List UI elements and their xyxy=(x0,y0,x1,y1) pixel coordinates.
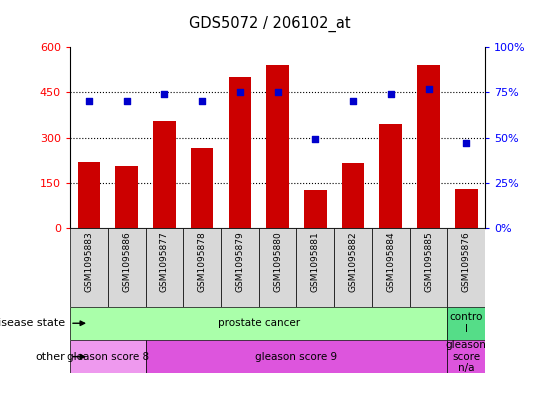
Bar xyxy=(342,163,364,228)
Bar xyxy=(70,340,146,373)
Text: gleason score 8: gleason score 8 xyxy=(67,352,149,362)
Point xyxy=(85,98,93,105)
Bar xyxy=(153,121,176,228)
Point xyxy=(386,91,395,97)
Text: gleason
score
n/a: gleason score n/a xyxy=(446,340,487,373)
Bar xyxy=(447,307,485,340)
Text: GSM1095885: GSM1095885 xyxy=(424,231,433,292)
Bar xyxy=(221,228,259,307)
Text: GDS5072 / 206102_at: GDS5072 / 206102_at xyxy=(189,16,350,32)
Bar xyxy=(259,228,296,307)
Bar xyxy=(334,228,372,307)
Bar xyxy=(146,340,447,373)
Bar xyxy=(447,228,485,307)
Point xyxy=(349,98,357,105)
Point xyxy=(198,98,206,105)
Text: GSM1095882: GSM1095882 xyxy=(349,231,357,292)
Bar xyxy=(146,228,183,307)
Bar xyxy=(266,65,289,228)
Text: GSM1095880: GSM1095880 xyxy=(273,231,282,292)
Point xyxy=(236,89,244,95)
Text: other: other xyxy=(35,352,65,362)
Bar xyxy=(78,162,100,228)
Bar xyxy=(447,340,485,373)
Bar xyxy=(183,228,221,307)
Text: GSM1095879: GSM1095879 xyxy=(236,231,244,292)
Point xyxy=(160,91,169,97)
Bar xyxy=(70,228,108,307)
Point xyxy=(122,98,131,105)
Bar xyxy=(191,148,213,228)
Text: disease state: disease state xyxy=(0,318,65,328)
Text: prostate cancer: prostate cancer xyxy=(218,318,300,328)
Text: GSM1095883: GSM1095883 xyxy=(85,231,93,292)
Bar xyxy=(417,65,440,228)
Text: contro
l: contro l xyxy=(450,312,483,334)
Bar xyxy=(372,228,410,307)
Text: GSM1095886: GSM1095886 xyxy=(122,231,131,292)
Bar xyxy=(296,228,334,307)
Bar xyxy=(379,124,402,228)
Point xyxy=(424,86,433,92)
Point xyxy=(462,140,471,146)
Text: GSM1095876: GSM1095876 xyxy=(462,231,471,292)
Bar xyxy=(455,189,478,228)
Bar xyxy=(115,166,138,228)
Text: GSM1095884: GSM1095884 xyxy=(386,231,395,292)
Text: GSM1095881: GSM1095881 xyxy=(311,231,320,292)
Point xyxy=(311,136,320,143)
Bar xyxy=(410,228,447,307)
Bar xyxy=(229,77,251,228)
Bar xyxy=(304,190,327,228)
Bar xyxy=(108,228,146,307)
Text: GSM1095878: GSM1095878 xyxy=(198,231,206,292)
Text: gleason score 9: gleason score 9 xyxy=(255,352,337,362)
Point xyxy=(273,89,282,95)
Text: GSM1095877: GSM1095877 xyxy=(160,231,169,292)
